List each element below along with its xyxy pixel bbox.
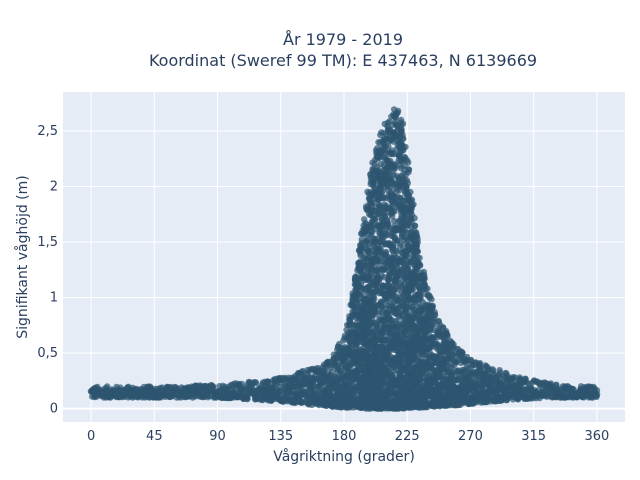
- y-tick-label: 1,5: [37, 235, 58, 250]
- data-point: [399, 120, 407, 127]
- x-tick-labels: 0 45 90 135 180 225 270 315 360: [87, 429, 609, 444]
- data-point: [354, 297, 361, 304]
- x-tick-label: 135: [268, 429, 293, 444]
- data-point: [402, 214, 409, 222]
- data-point: [402, 143, 409, 151]
- data-point: [371, 216, 379, 223]
- data-point: [467, 356, 475, 364]
- y-tick-labels: 0 0,5 1 1,5 2 2,5: [37, 124, 58, 417]
- data-point: [244, 395, 251, 403]
- data-point: [429, 302, 436, 310]
- data-point: [385, 143, 392, 150]
- x-tick-label: 90: [209, 429, 226, 444]
- data-point: [394, 107, 402, 115]
- data-point: [404, 179, 411, 187]
- data-point: [476, 360, 484, 367]
- data-point: [428, 296, 435, 303]
- data-point: [252, 379, 259, 386]
- data-point: [209, 383, 216, 390]
- data-point: [593, 387, 601, 394]
- x-tick-label: 180: [332, 429, 357, 444]
- data-point: [384, 221, 391, 228]
- data-point: [459, 349, 466, 356]
- data-point: [414, 248, 421, 255]
- y-axis-title: Signifikant våghöjd (m): [14, 175, 31, 338]
- data-point: [367, 271, 375, 278]
- data-point: [405, 159, 412, 166]
- data-point: [421, 275, 428, 282]
- x-tick-label: 360: [584, 429, 609, 444]
- x-axis-title: Vågriktning (grader): [273, 448, 415, 465]
- x-tick-label: 315: [521, 429, 546, 444]
- x-tick-label: 225: [395, 429, 420, 444]
- data-point: [405, 166, 412, 173]
- chart-title-line-2: Koordinat (Sweref 99 TM): E 437463, N 61…: [149, 51, 537, 70]
- data-point: [417, 262, 424, 269]
- data-point: [407, 188, 414, 196]
- data-point: [444, 333, 451, 340]
- data-point: [416, 254, 423, 262]
- y-tick-label: 2,5: [37, 124, 58, 139]
- data-point: [382, 248, 390, 256]
- x-tick-label: 270: [458, 429, 483, 444]
- y-tick-label: 0,5: [37, 346, 58, 361]
- data-point: [431, 311, 438, 318]
- data-point: [410, 201, 417, 208]
- data-point: [424, 285, 431, 292]
- chart-title-line-1: År 1979 - 2019: [283, 30, 403, 49]
- y-tick-label: 1: [50, 291, 58, 306]
- data-point: [411, 222, 418, 229]
- y-tick-label: 2: [50, 179, 58, 194]
- x-tick-label: 0: [87, 429, 95, 444]
- data-points: [87, 106, 601, 412]
- data-point: [410, 285, 417, 293]
- data-point: [411, 214, 418, 222]
- data-point: [414, 239, 421, 246]
- x-tick-label: 45: [146, 429, 163, 444]
- y-tick-label: 0: [50, 402, 58, 417]
- data-point: [399, 135, 406, 142]
